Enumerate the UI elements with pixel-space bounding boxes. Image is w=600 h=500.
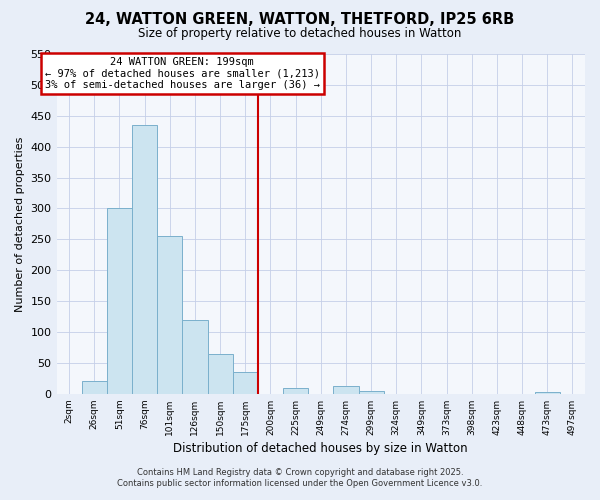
- Bar: [182, 320, 208, 394]
- Bar: [359, 390, 383, 394]
- Bar: [82, 382, 107, 394]
- Bar: [157, 236, 182, 394]
- Text: 24 WATTON GREEN: 199sqm
← 97% of detached houses are smaller (1,213)
3% of semi-: 24 WATTON GREEN: 199sqm ← 97% of detache…: [45, 57, 320, 90]
- Text: Contains HM Land Registry data © Crown copyright and database right 2025.
Contai: Contains HM Land Registry data © Crown c…: [118, 468, 482, 487]
- Bar: [283, 388, 308, 394]
- X-axis label: Distribution of detached houses by size in Watton: Distribution of detached houses by size …: [173, 442, 468, 455]
- Y-axis label: Number of detached properties: Number of detached properties: [15, 136, 25, 312]
- Bar: [233, 372, 258, 394]
- Text: Size of property relative to detached houses in Watton: Size of property relative to detached ho…: [139, 28, 461, 40]
- Text: 24, WATTON GREEN, WATTON, THETFORD, IP25 6RB: 24, WATTON GREEN, WATTON, THETFORD, IP25…: [85, 12, 515, 28]
- Bar: [107, 208, 132, 394]
- Bar: [208, 354, 233, 394]
- Bar: [132, 125, 157, 394]
- Bar: [334, 386, 359, 394]
- Bar: [535, 392, 560, 394]
